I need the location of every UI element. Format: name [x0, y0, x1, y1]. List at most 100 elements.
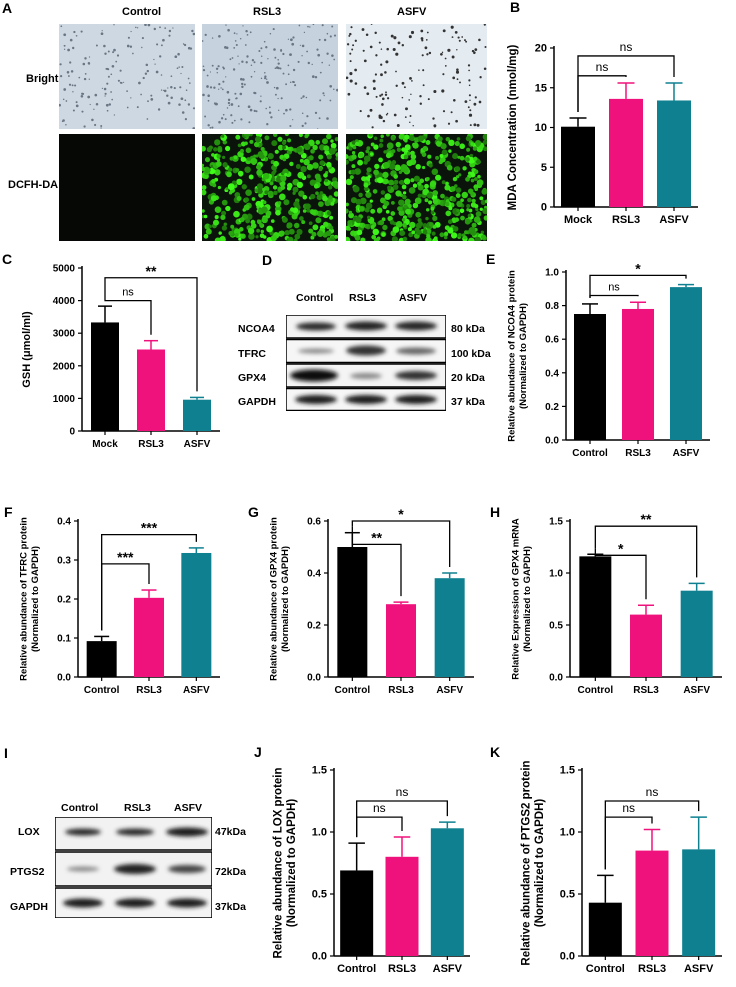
x-tick-label: ASFV [433, 963, 463, 975]
cell-dot [203, 233, 209, 239]
cell-dot [401, 217, 406, 222]
cell-dot [447, 48, 451, 52]
y-tick-label: 1.5 [312, 765, 327, 777]
significance-bracket [577, 55, 675, 112]
x-tick-label: RSL3 [633, 685, 659, 696]
cell-dot [395, 190, 402, 197]
cell-dot [378, 219, 385, 226]
cell-dot [284, 134, 290, 137]
cell-dot [225, 76, 227, 78]
cell-dot [444, 184, 451, 191]
cell-dot [218, 34, 221, 38]
cell-dot [461, 191, 469, 199]
cell-dot [239, 217, 245, 223]
cell-dot [204, 157, 211, 163]
cell-dot [348, 212, 354, 219]
significance-bracket [589, 274, 687, 298]
cell-dot [459, 208, 465, 214]
cell-dot [421, 54, 424, 57]
cell-dot [391, 236, 399, 241]
cell-dot [259, 222, 263, 227]
cell-dot [260, 229, 264, 234]
cell-dot [213, 86, 216, 89]
cell-dot [84, 73, 87, 75]
cell-dot [452, 226, 459, 232]
cell-dot [187, 77, 190, 80]
x-tick-label: Control [84, 685, 120, 696]
cell-dot [409, 221, 416, 229]
cell-dot [385, 91, 387, 94]
cell-dot [380, 73, 383, 77]
cell-dot [318, 117, 321, 120]
cell-dot [224, 46, 227, 49]
cell-dot [411, 80, 413, 82]
cell-dot [386, 134, 390, 137]
cell-dot [244, 141, 248, 146]
x-tick-label: Control [586, 963, 625, 975]
bar-rsl3 [635, 850, 669, 956]
cell-dot [391, 149, 396, 154]
cell-dot [465, 40, 468, 43]
cell-dot [212, 179, 216, 183]
cell-dot [277, 144, 284, 151]
cell-dot [230, 224, 235, 229]
cell-dot [185, 89, 188, 91]
cell-dot [260, 55, 263, 58]
cell-dot [233, 32, 236, 35]
cell-dot [100, 32, 104, 36]
cell-dot [430, 210, 435, 215]
cell-dot [253, 61, 256, 64]
cell-dot [277, 62, 280, 65]
panel-letter-e: E [486, 251, 495, 267]
cell-dot [214, 206, 222, 214]
y-tick-label: 0.4 [545, 368, 559, 379]
cell-dot [383, 150, 387, 154]
cell-dot [386, 142, 394, 150]
cell-dot [205, 228, 212, 235]
cell-dot [352, 44, 355, 47]
cell-dot [483, 67, 487, 71]
cell-dot [453, 99, 456, 102]
blot-d-kda-tfrc: 100 kDa [451, 348, 491, 360]
cell-dot [66, 71, 70, 74]
cell-dot [448, 206, 453, 211]
cell-dot [94, 93, 98, 97]
cell-dot [245, 147, 252, 154]
cell-dot [302, 96, 304, 98]
cell-dot [183, 43, 187, 47]
y-tick-label: 0 [541, 202, 547, 214]
cell-dot [373, 136, 378, 141]
cell-dot [365, 202, 373, 210]
cell-dot [330, 142, 337, 149]
cell-dot [75, 104, 79, 108]
cell-dot [328, 64, 330, 66]
cell-dot [164, 27, 167, 29]
cell-dot [207, 99, 210, 102]
cell-dot [454, 217, 460, 222]
cell-dot [141, 37, 144, 40]
panel-letter-a: A [2, 0, 13, 16]
cell-dot [395, 221, 403, 228]
cell-dot [278, 193, 286, 201]
cell-dot [382, 97, 385, 101]
cell-dot [257, 188, 263, 194]
x-tick-label: RSL3 [388, 963, 416, 975]
cell-dot [461, 36, 464, 38]
panel-letter-f: F [4, 504, 13, 520]
x-tick-label: ASFV [183, 685, 210, 696]
cell-dot [132, 52, 134, 55]
cell-dot [402, 191, 407, 195]
cell-dot [244, 197, 250, 203]
cell-dot [421, 165, 426, 170]
cell-dot [277, 136, 283, 142]
y-tick-label: 0.6 [307, 517, 321, 528]
cell-dot [365, 149, 370, 154]
blot-i-band-lox-label: LOX [18, 826, 40, 838]
cell-dot [450, 232, 458, 239]
significance-label: ns [596, 60, 609, 74]
x-tick-label: Control [335, 685, 371, 696]
bar-rsl3 [385, 856, 419, 956]
cell-dot [202, 166, 206, 172]
cell-dot [468, 113, 473, 117]
cell-dot [406, 160, 413, 167]
